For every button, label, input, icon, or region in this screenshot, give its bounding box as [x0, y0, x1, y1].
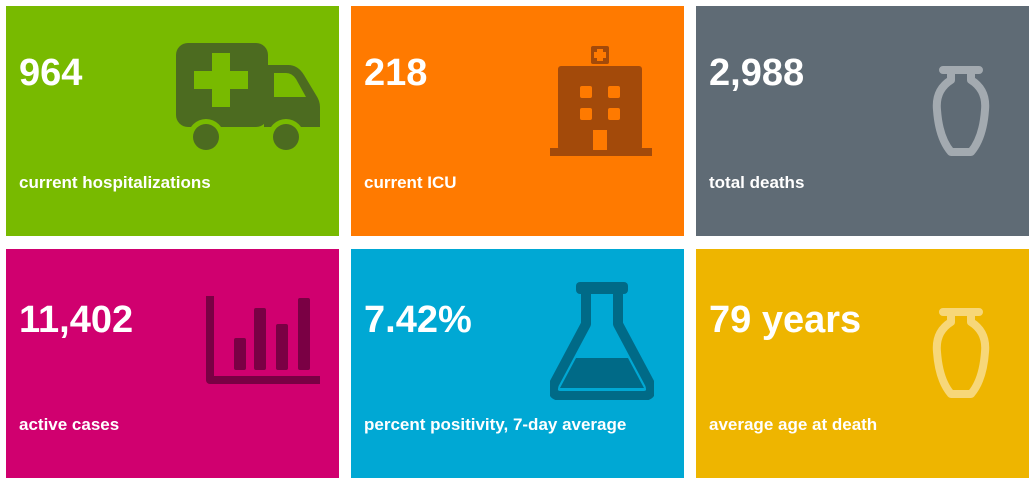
positivity-label: percent positivity, 7-day average — [364, 415, 627, 434]
urn-icon — [931, 308, 991, 400]
average-age-label: average age at death — [709, 415, 878, 434]
ambulance-icon — [176, 41, 321, 161]
hospitalizations-label: current hospitalizations — [19, 173, 211, 192]
icu-label: current ICU — [364, 173, 457, 192]
average-age-card: 79 years average age at death — [696, 249, 1029, 478]
urn-icon — [931, 66, 991, 158]
hospitalizations-value: 964 — [19, 52, 83, 94]
icu-card: 218 current ICU — [351, 6, 684, 236]
positivity-card: 7.42% percent positivity, 7-day average — [351, 249, 684, 478]
bar-chart-icon — [206, 296, 321, 386]
flask-icon — [550, 282, 654, 400]
total-deaths-label: total deaths — [709, 173, 805, 192]
average-age-value: 79 years — [709, 299, 862, 341]
icu-value: 218 — [364, 52, 428, 94]
positivity-value: 7.42% — [364, 299, 472, 341]
active-cases-value: 11,402 — [19, 299, 134, 341]
active-cases-card: 11,402 active cases — [6, 249, 339, 478]
hospital-building-icon — [550, 46, 652, 158]
total-deaths-value: 2,988 — [709, 52, 805, 94]
hospitalizations-card: 964 current hospitalizations — [6, 6, 339, 236]
active-cases-label: active cases — [19, 415, 120, 434]
total-deaths-card: 2,988 total deaths — [696, 6, 1029, 236]
